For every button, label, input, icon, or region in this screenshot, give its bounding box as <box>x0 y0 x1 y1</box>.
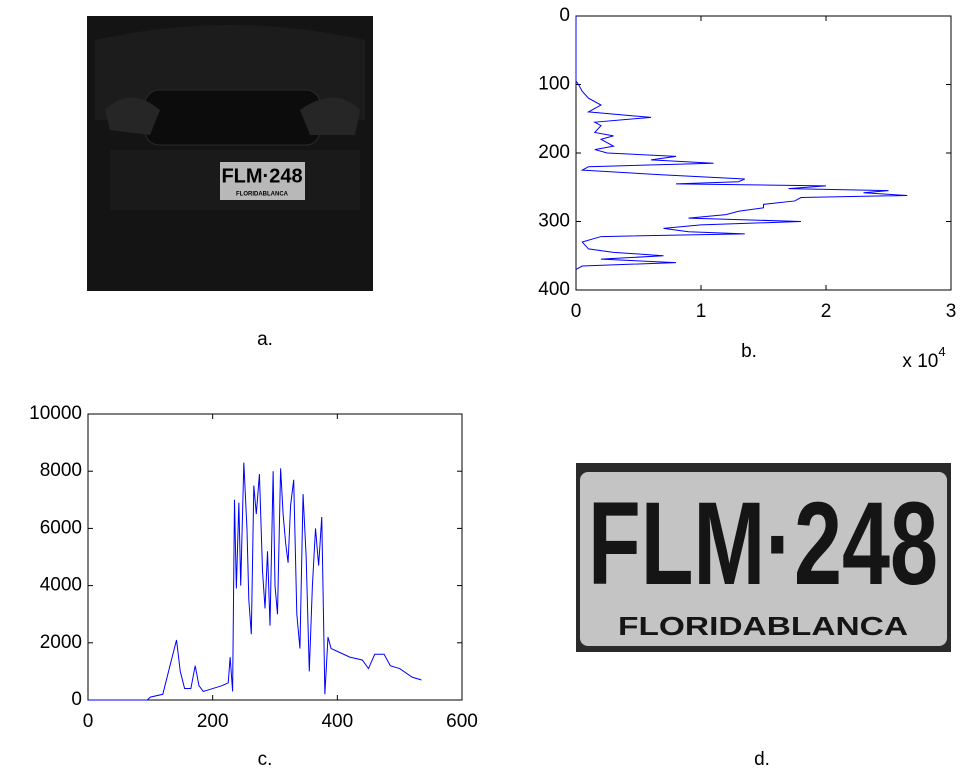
x-tick-label: 200 <box>197 711 229 732</box>
x-tick-label: 2 <box>821 301 832 322</box>
caption: d. <box>754 749 770 770</box>
caption: a. <box>257 329 273 350</box>
plot-frame <box>87 413 463 701</box>
axis-multiplier: x 104 <box>902 344 945 372</box>
plate-subtext: FLORIDABLANCA <box>236 192 289 198</box>
caption: c. <box>258 749 273 770</box>
multiplier-exponent: 4 <box>938 344 945 359</box>
x-tick-label: 3 <box>946 301 957 322</box>
y-tick-label: 0 <box>71 689 82 710</box>
y-tick-label: 2000 <box>40 632 82 653</box>
y-tick-label: 0 <box>559 5 570 26</box>
x-tick-label: 0 <box>83 711 94 732</box>
plot-frame <box>575 15 952 291</box>
data-line <box>575 16 908 270</box>
y-tick-label: 8000 <box>40 460 82 481</box>
y-tick-label: 300 <box>538 211 570 232</box>
plate-text: FLM·248 <box>221 165 302 187</box>
plate-text: FLM·248 <box>588 478 938 610</box>
plate-photo: FLM·248 FLORIDABLANCA <box>576 463 951 652</box>
x-tick-label: 1 <box>696 301 707 322</box>
y-tick-label: 10000 <box>29 403 82 424</box>
y-tick-label: 4000 <box>40 575 82 596</box>
caption: b. <box>741 341 757 362</box>
x-tick-label: 0 <box>571 301 582 322</box>
y-tick-label: 400 <box>538 279 570 300</box>
y-tick-label: 200 <box>538 142 570 163</box>
car-photo: FLM·248 FLORIDABLANCA <box>87 16 373 291</box>
x-tick-label: 600 <box>446 711 478 732</box>
y-tick-label: 100 <box>538 74 570 95</box>
data-line <box>88 462 422 701</box>
plate-subtext: FLORIDABLANCA <box>618 611 908 641</box>
multiplier-base: x 10 <box>902 351 938 372</box>
x-tick-label: 400 <box>321 711 353 732</box>
y-tick-label: 6000 <box>40 517 82 538</box>
